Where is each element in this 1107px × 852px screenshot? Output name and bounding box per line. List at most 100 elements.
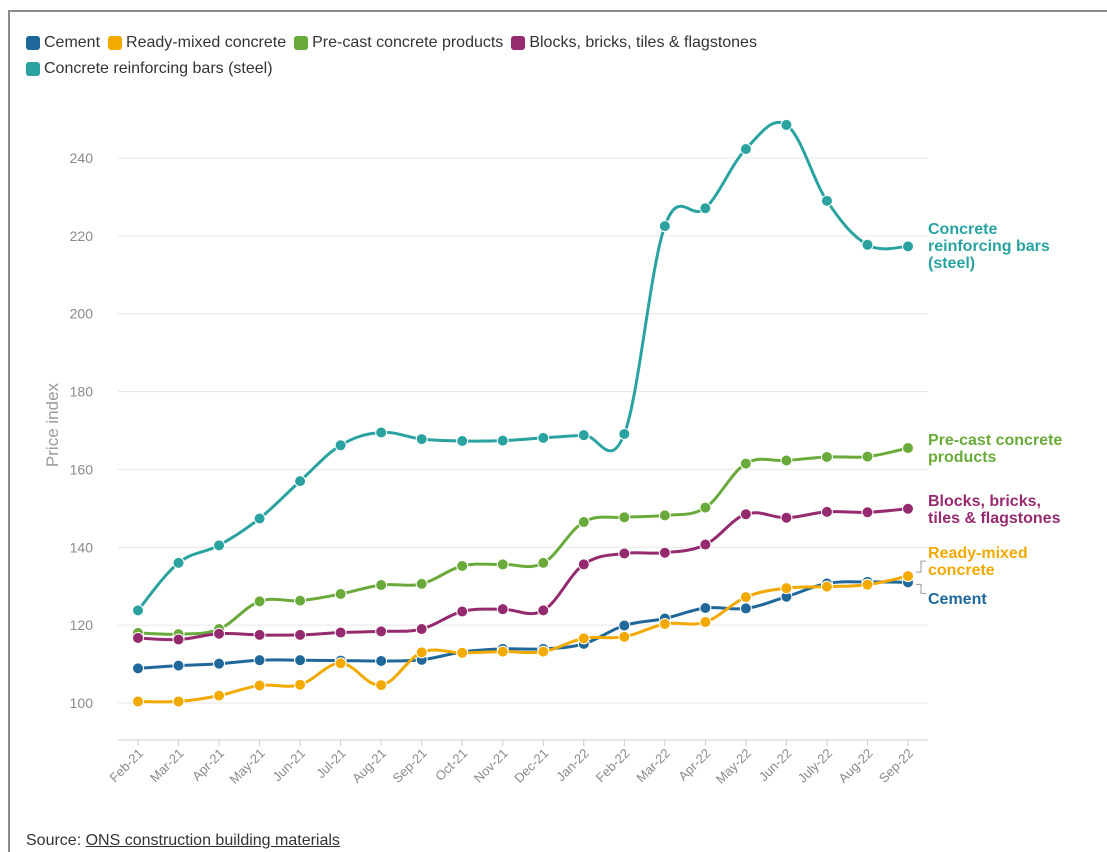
series-end-label-line: concrete (928, 562, 995, 579)
legend-item[interactable]: Blocks, bricks, tiles & flagstones (511, 33, 757, 53)
x-tick-label: Jun-21 (270, 746, 309, 785)
data-point (739, 457, 752, 470)
x-tick-label: Nov-21 (471, 746, 511, 786)
series-end-label: Pre-cast concrete products (928, 432, 1062, 466)
series-line (137, 446, 909, 636)
series-4 (132, 118, 914, 617)
x-tick-label: Jul-21 (313, 746, 349, 782)
data-point (739, 602, 752, 615)
label-connector (916, 560, 926, 573)
data-point (699, 538, 712, 551)
data-point (618, 511, 631, 524)
data-point (294, 654, 307, 667)
x-tick-label: Mar-21 (147, 746, 187, 786)
x-tick-label: Mar-22 (633, 746, 673, 786)
data-point (456, 646, 469, 659)
legend: Cement Ready-mixed concrete Pre-cast concr… (26, 33, 926, 79)
data-point (618, 428, 631, 441)
y-tick-label: 120 (70, 617, 94, 633)
data-point (334, 588, 347, 600)
data-point (496, 603, 509, 616)
x-tick-label: Oct-21 (432, 746, 470, 784)
data-point (253, 654, 266, 667)
legend-item[interactable]: Ready-mixed concrete (108, 33, 286, 53)
data-point (861, 450, 874, 463)
x-tick-label: Feb-21 (106, 746, 146, 786)
data-point (861, 238, 874, 251)
y-tick-label: 180 (70, 384, 94, 400)
data-point (375, 625, 388, 638)
data-point (496, 645, 509, 658)
chart-frame (8, 10, 1107, 852)
data-point (375, 426, 388, 439)
data-point (537, 645, 550, 658)
data-point (172, 633, 185, 646)
data-point (253, 595, 266, 608)
legend-label: Cement (44, 34, 101, 51)
legend-item[interactable]: Cement (26, 33, 100, 53)
data-point (618, 547, 631, 560)
data-point (780, 511, 793, 524)
series-end-label-line: Cement (928, 591, 987, 608)
data-point (902, 240, 914, 253)
source-link[interactable]: ONS construction building materials (85, 832, 340, 849)
legend-item[interactable]: Concrete reinforcing bars (steel) (26, 59, 273, 79)
data-point (658, 617, 671, 630)
legend-swatch (26, 62, 40, 76)
series-end-label: Cement (928, 591, 987, 608)
data-point (294, 594, 307, 607)
legend-item[interactable]: Pre-cast concrete products (294, 33, 503, 53)
y-tick-label: 240 (70, 150, 94, 166)
data-point (415, 623, 428, 636)
data-point (132, 604, 144, 617)
series-end-label-line: Blocks, bricks, (928, 493, 1041, 510)
data-point (334, 657, 347, 670)
data-point (213, 689, 226, 702)
series-end-label: Concrete reinforcing bars (steel) (928, 221, 1050, 272)
x-tick-label: Apr-21 (189, 746, 227, 784)
data-point (658, 546, 671, 559)
data-point (456, 435, 469, 448)
data-point (537, 556, 550, 569)
data-point (375, 579, 388, 592)
series-end-label: Blocks, bricks, tiles & flagstones (928, 493, 1061, 527)
x-tick-label: May-21 (226, 746, 267, 787)
data-point (213, 657, 226, 670)
legend-swatch (26, 36, 40, 50)
x-tick-label: Dec-21 (511, 746, 551, 786)
y-axis-title: Price index (43, 382, 62, 467)
series-line (136, 121, 909, 612)
data-point (902, 442, 914, 455)
data-point (537, 604, 550, 617)
legend-label: Pre-cast concrete products (312, 34, 504, 51)
data-point (172, 556, 185, 569)
data-point (334, 439, 347, 452)
series-line (137, 507, 909, 642)
data-point (577, 429, 590, 442)
legend-swatch (294, 36, 309, 50)
data-point (132, 631, 144, 644)
source-note: Source: ONS construction building materi… (26, 832, 340, 850)
x-tick-label: Sep-21 (390, 746, 430, 786)
data-point (780, 454, 793, 467)
y-tick-label: 140 (70, 539, 94, 555)
data-point (658, 220, 671, 233)
y-tick-label: 160 (70, 461, 94, 477)
data-point (577, 558, 590, 571)
y-tick-label: 220 (70, 228, 94, 244)
series-3 (132, 502, 914, 646)
data-point (861, 578, 874, 591)
series-end-label-line: tiles & flagstones (928, 510, 1061, 527)
x-tick-label: July-22 (795, 746, 835, 786)
data-point (415, 577, 428, 590)
data-point (294, 628, 307, 641)
y-tick-label: 100 (70, 695, 94, 711)
data-point (902, 570, 914, 583)
source-prefix: Source: (26, 832, 86, 849)
x-tick-label: Jan-22 (553, 746, 592, 785)
label-connector (916, 583, 926, 594)
data-point (132, 695, 144, 708)
data-point (213, 627, 226, 640)
data-point (739, 591, 752, 604)
data-point (294, 678, 307, 691)
